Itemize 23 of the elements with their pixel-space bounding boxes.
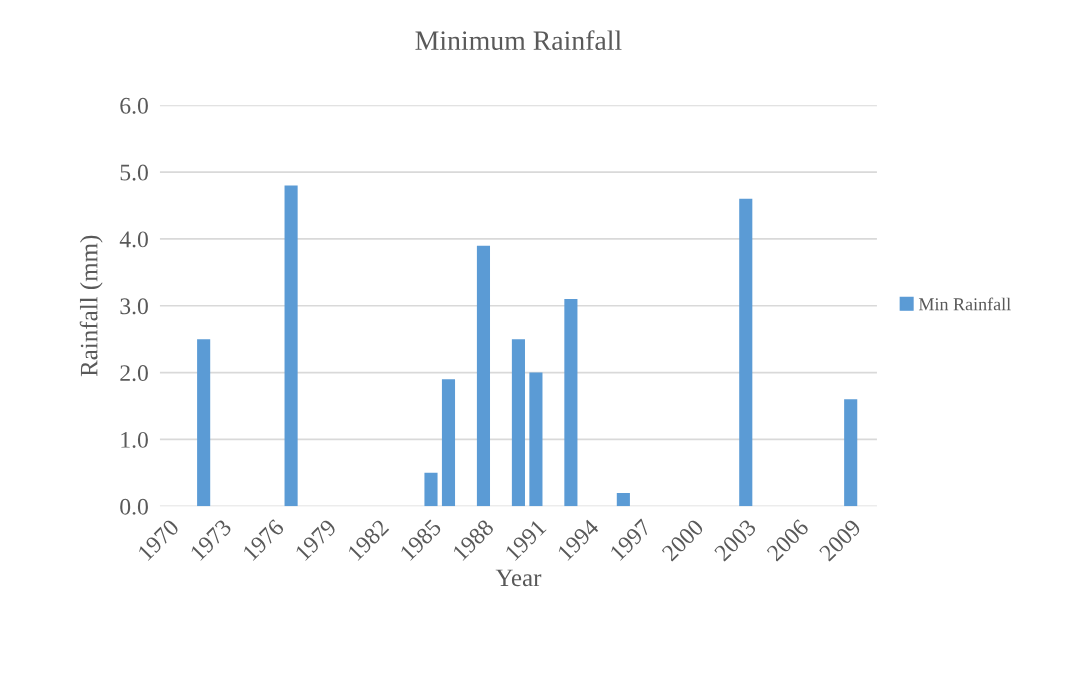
- y-tick-label: 1.0: [121, 431, 148, 448]
- bar: [511, 339, 525, 507]
- bar: [529, 372, 543, 507]
- chart-title: Minimum Rainfall: [415, 30, 622, 51]
- y-tick-label: 3.0: [120, 298, 148, 315]
- bar: [424, 472, 438, 507]
- y-tick-label: 0.0: [120, 498, 148, 515]
- bar: [564, 299, 578, 507]
- y-tick-label: 4.0: [119, 231, 148, 248]
- x-axis-title: Year: [495, 569, 542, 587]
- y-tick-label: 6.0: [120, 97, 148, 114]
- bar: [197, 339, 211, 507]
- bar: [844, 399, 858, 507]
- x-tick-label: 1991: [504, 518, 547, 562]
- bar: [284, 185, 298, 507]
- y-axis-title: Rainfall (mm): [79, 235, 103, 377]
- bar: [476, 245, 491, 507]
- bar: [441, 379, 456, 507]
- legend-label: Min Rainfall: [918, 297, 1011, 311]
- y-tick-label: 2.0: [120, 365, 148, 382]
- bar: [739, 198, 753, 507]
- bar: [616, 492, 630, 507]
- y-tick-label: 5.0: [120, 164, 148, 181]
